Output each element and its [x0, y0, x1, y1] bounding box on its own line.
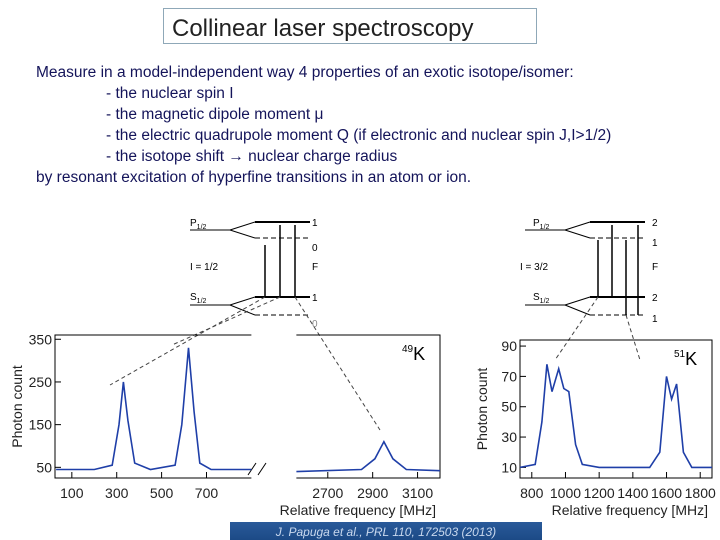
y-tick-label: 10: [501, 459, 517, 475]
body-line: Measure in a model-independent way 4 pro…: [36, 64, 574, 81]
label-sub: 1/2: [540, 298, 550, 305]
fit-line: [519, 364, 712, 469]
x-tick-label: 1400: [617, 485, 648, 501]
x-axis-label: Relative frequency [MHz]: [280, 502, 436, 518]
label-main: S: [190, 292, 197, 303]
x-tick-label: 500: [150, 485, 174, 501]
x-tick-label: 100: [60, 485, 84, 501]
spin-label: I = 3/2: [520, 262, 549, 273]
axis-break: [247, 462, 267, 476]
level-label: P1/2: [190, 218, 207, 231]
label-sub: 1/2: [197, 224, 207, 231]
body-line: - the magnetic dipole moment μ: [106, 106, 324, 123]
level-label: S1/2: [533, 292, 550, 305]
y-tick-label: 90: [501, 338, 517, 354]
label-sub: 1/2: [197, 298, 207, 305]
label-main: P: [533, 218, 540, 229]
f-value: 1: [312, 293, 318, 304]
isotope-symbol: K: [413, 344, 425, 364]
isotope-label: 49K: [402, 344, 425, 364]
x-tick-label: 800: [520, 485, 544, 501]
x-tick-label: 1000: [550, 485, 581, 501]
f-value: 1: [652, 238, 658, 249]
body-line: - the isotope shift → nuclear charge rad…: [106, 148, 398, 165]
level-diagram: [109, 221, 381, 431]
slide-title: Collinear laser spectroscopy: [163, 8, 537, 44]
x-tick-label: 1200: [584, 485, 615, 501]
y-tick-label: 30: [501, 429, 517, 445]
y-tick-label: 50: [501, 399, 517, 415]
body-line: - the nuclear spin I: [106, 85, 234, 102]
f-value: 2: [652, 218, 658, 229]
x-axis-label: Relative frequency [MHz]: [552, 502, 708, 518]
body-line: by resonant excitation of hyperfine tran…: [36, 169, 472, 186]
y-tick-label: 150: [29, 417, 53, 433]
f-value: 2: [652, 293, 658, 304]
x-tick-label: 2700: [312, 485, 343, 501]
isotope-label: 51K: [674, 349, 697, 369]
body-line: - the electric quadrupole moment Q (if e…: [106, 127, 612, 144]
isotope-mass: 49: [402, 344, 414, 355]
x-tick-label: 1600: [651, 485, 682, 501]
f-value: 1: [652, 314, 658, 325]
figure: P1/2 1 0 I = 1/2 F S1/2 1 0 P1/2 2 1 I =…: [9, 218, 716, 518]
f-label: F: [652, 262, 658, 273]
x-tick-label: 1800: [685, 485, 716, 501]
f-value: 0: [312, 243, 318, 254]
x-tick-label: 2900: [357, 485, 388, 501]
label-main: P: [190, 218, 197, 229]
y-tick-label: 50: [36, 459, 52, 475]
axis-frame: [54, 334, 252, 479]
y-tick-label: 70: [501, 368, 517, 384]
f-value: 0: [312, 319, 318, 330]
y-axis-label: Photon count: [474, 368, 490, 451]
f-value: 1: [312, 218, 318, 229]
citation: J. Papuga et al., PRL 110, 172503 (2013): [230, 522, 542, 540]
axis-frame: [519, 339, 713, 479]
x-tick-label: 700: [195, 485, 219, 501]
level-label: P1/2: [533, 218, 550, 231]
spin-label: I = 1/2: [190, 262, 219, 273]
fit-line: [56, 347, 441, 473]
y-axis-label: Photon count: [9, 365, 25, 448]
isotope-mass: 51: [674, 349, 686, 360]
level-diagram: [525, 221, 645, 361]
isotope-symbol: K: [685, 349, 697, 369]
x-tick-label: 3100: [402, 485, 433, 501]
axis-frame: [296, 334, 441, 479]
y-tick-label: 350: [29, 331, 53, 347]
body-text: Measure in a model-independent way 4 pro…: [36, 62, 611, 188]
y-tick-label: 250: [29, 374, 53, 390]
level-label: S1/2: [190, 292, 207, 305]
f-label: F: [312, 262, 318, 273]
diagram-labels: P1/2 1 0 I = 1/2 F S1/2 1 0 P1/2 2 1 I =…: [190, 218, 658, 330]
label-sub: 1/2: [540, 224, 550, 231]
label-main: S: [533, 292, 540, 303]
x-tick-label: 300: [105, 485, 129, 501]
